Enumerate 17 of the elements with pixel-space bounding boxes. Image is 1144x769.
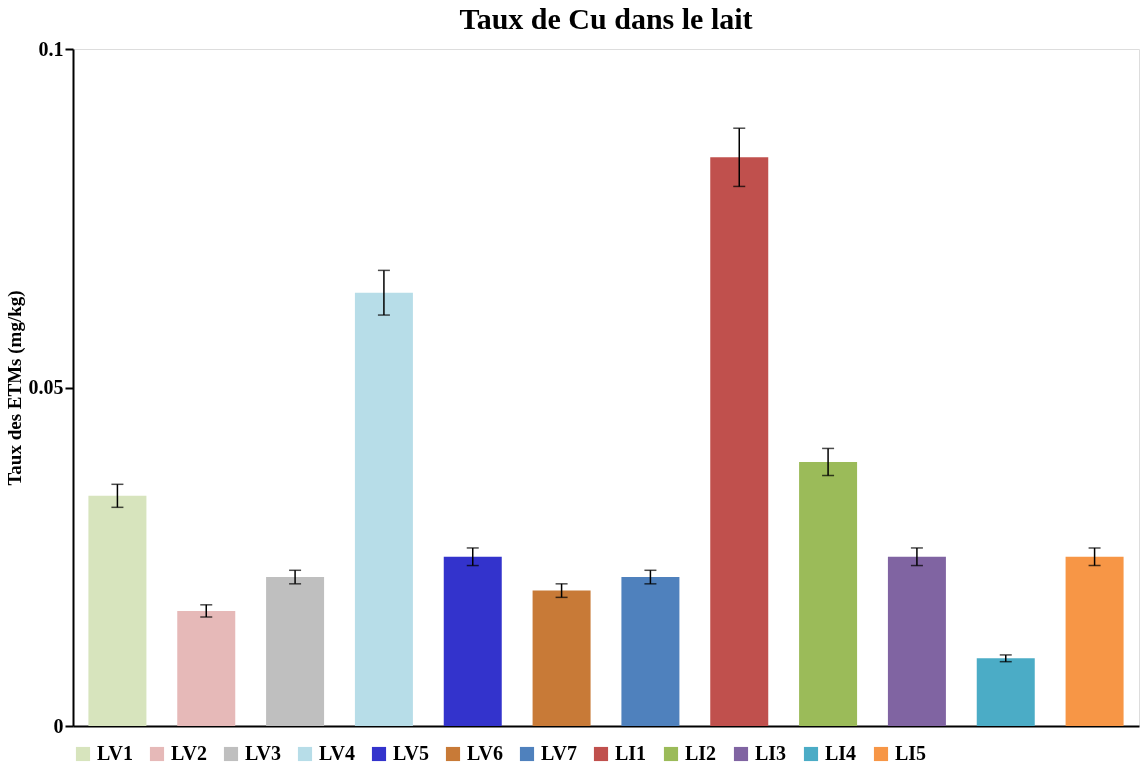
y-axis-title: Taux des ETMs (mg/kg) (3, 290, 26, 486)
legend-label: LV4 (319, 742, 355, 764)
legend-label: LV3 (245, 742, 281, 764)
legend-label: LI4 (825, 742, 857, 764)
chart-title: Taux de Cu dans le lait (459, 2, 753, 35)
y-tick-label: 0 (53, 714, 64, 737)
legend-label: LI3 (755, 742, 787, 764)
legend-label: LV1 (97, 742, 133, 764)
legend-label: LI5 (895, 742, 927, 764)
y-tick-label: 0.05 (28, 376, 64, 398)
legend-label: LV6 (467, 742, 503, 764)
legend-label: LV5 (393, 742, 429, 764)
legend-label: LI2 (685, 742, 717, 764)
legend-label: LI1 (615, 742, 647, 764)
legend-label: LV2 (171, 742, 207, 764)
legend-label: LV7 (541, 742, 577, 764)
y-tick-label: 0.1 (38, 37, 64, 60)
